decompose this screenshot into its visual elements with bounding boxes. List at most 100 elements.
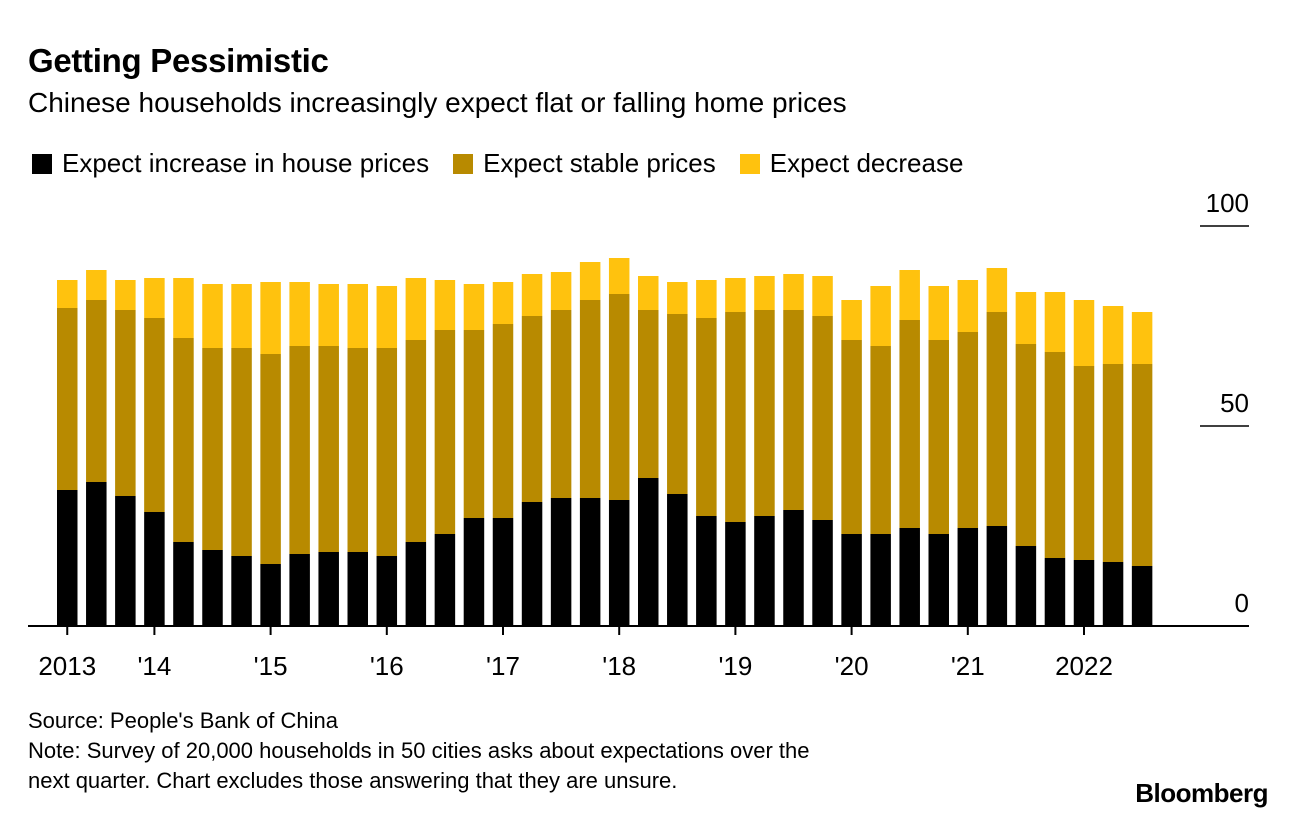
bar-stable-15 <box>492 324 514 518</box>
x-tick-label-3: '16 <box>370 651 404 681</box>
bar-decrease-29 <box>899 270 920 320</box>
bar-increase-21 <box>667 494 688 626</box>
bar-increase-5 <box>202 550 223 626</box>
bar-decrease-3 <box>144 278 165 318</box>
bar-decrease-31 <box>957 280 979 332</box>
bar-decrease-1 <box>86 270 107 300</box>
bar-stable-5 <box>202 348 223 550</box>
bar-decrease-32 <box>986 268 1008 312</box>
bar-stable-14 <box>463 330 485 518</box>
bar-increase-4 <box>173 542 194 626</box>
bar-increase-0 <box>57 490 78 626</box>
legend-item-stable: Expect stable prices <box>453 148 716 179</box>
bar-stable-18 <box>579 300 601 498</box>
bar-increase-9 <box>318 552 339 626</box>
legend: Expect increase in house prices Expect s… <box>32 148 987 179</box>
bar-decrease-22 <box>696 280 717 318</box>
bar-increase-25 <box>783 510 804 626</box>
bar-stable-29 <box>899 320 920 528</box>
bloomberg-logo: Bloomberg <box>1135 778 1268 808</box>
bar-stable-19 <box>608 294 630 500</box>
bar-stable-23 <box>725 312 746 522</box>
bar-increase-7 <box>260 564 281 626</box>
bar-stable-20 <box>638 310 659 478</box>
x-tick-label-8: '21 <box>951 651 985 681</box>
bar-decrease-33 <box>1015 292 1037 344</box>
bar-stable-21 <box>667 314 688 494</box>
bar-stable-30 <box>928 340 949 534</box>
bar-increase-3 <box>144 512 165 626</box>
bar-stable-25 <box>783 310 804 510</box>
y-tick-label-100: 100 <box>1206 188 1249 218</box>
bar-increase-36 <box>1102 562 1124 626</box>
bar-increase-1 <box>86 482 107 626</box>
bar-increase-37 <box>1131 566 1153 626</box>
x-tick-label-4: '17 <box>486 651 520 681</box>
bar-increase-16 <box>521 502 543 626</box>
bar-decrease-7 <box>260 282 281 354</box>
bar-decrease-19 <box>608 258 630 294</box>
bar-increase-10 <box>347 552 368 626</box>
bar-increase-33 <box>1015 546 1037 626</box>
bar-stable-36 <box>1102 364 1124 562</box>
legend-item-decrease: Expect decrease <box>739 148 963 179</box>
y-tick-label-0: 0 <box>1235 588 1249 618</box>
bar-increase-32 <box>986 526 1008 626</box>
bar-increase-8 <box>289 554 310 626</box>
bar-increase-35 <box>1073 560 1095 626</box>
bar-decrease-11 <box>376 286 398 348</box>
bar-decrease-0 <box>57 280 78 308</box>
bar-decrease-25 <box>783 274 804 310</box>
bar-decrease-28 <box>870 286 891 346</box>
bar-stable-13 <box>434 330 456 534</box>
bar-increase-28 <box>870 534 891 626</box>
bar-stable-8 <box>289 346 310 554</box>
bar-decrease-5 <box>202 284 223 348</box>
bar-stable-32 <box>986 312 1008 526</box>
bar-stable-35 <box>1073 366 1095 560</box>
source-note: Source: People's Bank of China <box>28 708 338 733</box>
x-tick-label-1: '14 <box>137 651 171 681</box>
bar-increase-18 <box>579 498 601 626</box>
bar-increase-15 <box>492 518 514 626</box>
bar-decrease-17 <box>550 272 572 310</box>
bar-decrease-4 <box>173 278 194 338</box>
bar-increase-2 <box>115 496 136 626</box>
bar-stable-10 <box>347 348 368 552</box>
bar-decrease-20 <box>638 276 659 310</box>
bar-increase-26 <box>812 520 833 626</box>
bar-stable-12 <box>405 340 427 542</box>
bar-decrease-23 <box>725 278 746 312</box>
x-tick-label-6: '19 <box>718 651 752 681</box>
bar-stable-16 <box>521 316 543 502</box>
bar-stable-4 <box>173 338 194 542</box>
bar-decrease-16 <box>521 274 543 316</box>
bar-decrease-26 <box>812 276 833 316</box>
bar-decrease-18 <box>579 262 601 300</box>
bar-increase-14 <box>463 518 485 626</box>
chart-footer: Source: People's Bank of China Note: Sur… <box>28 706 809 796</box>
bar-decrease-21 <box>667 282 688 314</box>
stacked-bar-chart: 0 50 100 2013 '14 '15 '16 '17 '18 '19 '20 '21 2022 <box>28 188 1249 681</box>
bar-decrease-37 <box>1131 312 1153 364</box>
bar-increase-29 <box>899 528 920 626</box>
x-tick-label-9: 2022 <box>1055 651 1113 681</box>
bar-stable-34 <box>1044 352 1066 558</box>
chart-title: Getting Pessimistic <box>28 42 329 79</box>
x-tick-label-5: '18 <box>602 651 636 681</box>
bar-increase-30 <box>928 534 949 626</box>
bar-stable-3 <box>144 318 165 512</box>
bar-stable-17 <box>550 310 572 498</box>
survey-note-line-2: next quarter. Chart excludes those answe… <box>28 768 678 793</box>
bar-stable-7 <box>260 354 281 564</box>
bar-stable-37 <box>1131 364 1153 566</box>
bar-decrease-36 <box>1102 306 1124 364</box>
bar-stable-11 <box>376 348 398 556</box>
legend-item-increase: Expect increase in house prices <box>32 148 429 179</box>
bar-decrease-8 <box>289 282 310 346</box>
bar-decrease-10 <box>347 284 368 348</box>
x-tick-label-7: '20 <box>835 651 869 681</box>
bar-decrease-35 <box>1073 300 1095 366</box>
bar-decrease-24 <box>754 276 775 310</box>
bar-increase-24 <box>754 516 775 626</box>
